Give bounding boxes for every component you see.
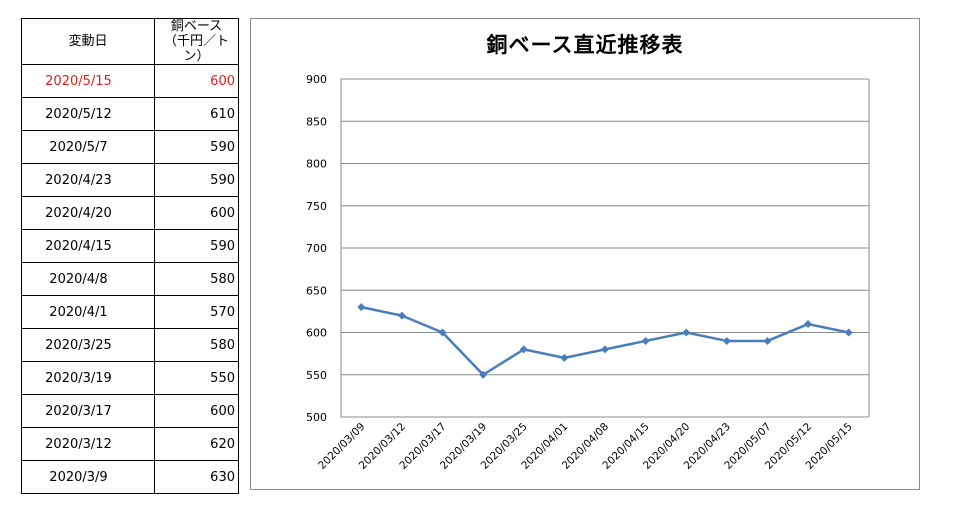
row-date: 2020/5/7	[21, 130, 155, 164]
data-point-marker	[763, 336, 772, 345]
data-point-marker	[438, 328, 447, 337]
chart-area: 銅ベース直近推移表 500 550 600 650 700 750 800 850 900 202…	[250, 18, 920, 490]
table-row: 2020/3/25 580	[21, 328, 239, 362]
header-copper-base-label: 銅ベース	[170, 19, 223, 34]
chart-title: 銅ベース直近推移表	[486, 33, 684, 57]
series-line	[361, 305, 849, 376]
row-price: 620	[154, 427, 239, 461]
row-date: 2020/4/23	[21, 163, 155, 197]
table-row: 2020/4/15 590	[21, 229, 239, 263]
table-row: 2020/3/12 620	[21, 427, 239, 461]
y-tick-label: 850	[306, 115, 327, 128]
row-price: 590	[154, 229, 239, 263]
row-price: 550	[154, 361, 239, 395]
row-date: 2020/4/15	[21, 229, 155, 263]
data-point-marker	[722, 336, 731, 345]
y-tick-label: 900	[306, 73, 327, 86]
row-date: 2020/3/25	[21, 328, 155, 362]
row-price: 590	[154, 130, 239, 164]
y-tick-label: 650	[306, 284, 327, 297]
table-row: 2020/5/15 600	[21, 64, 239, 98]
data-point-marker	[560, 353, 569, 362]
row-price: 600	[154, 64, 239, 98]
row-date: 2020/4/1	[21, 295, 155, 329]
data-point-marker	[357, 303, 366, 312]
row-price: 570	[154, 295, 239, 329]
row-price: 590	[154, 163, 239, 197]
header-change-date: 変動日	[21, 18, 155, 65]
y-tick-label: 550	[306, 369, 327, 382]
table-row: 2020/3/9 630	[21, 460, 239, 494]
copper-price-table: 変動日 銅ベース （千円／トン） 2020/5/15 600 2020/5/12 61…	[21, 18, 239, 494]
row-date: 2020/3/12	[21, 427, 155, 461]
row-date: 2020/3/19	[21, 361, 155, 395]
row-price: 600	[154, 196, 239, 230]
y-tick-label: 800	[306, 158, 327, 171]
row-date: 2020/5/15	[21, 64, 155, 98]
row-date: 2020/4/8	[21, 262, 155, 296]
header-copper-base: 銅ベース （千円／トン）	[154, 18, 239, 65]
table-row: 2020/4/1 570	[21, 295, 239, 329]
row-price: 610	[154, 97, 239, 131]
row-price: 580	[154, 328, 239, 362]
row-price: 630	[154, 460, 239, 494]
table-row: 2020/4/8 580	[21, 262, 239, 296]
row-date: 2020/4/20	[21, 196, 155, 230]
data-point-marker	[682, 328, 691, 337]
line-chart: 5005506006507007508008509002020/03/09202…	[306, 73, 870, 472]
row-price: 580	[154, 262, 239, 296]
table-row: 2020/5/12 610	[21, 97, 239, 131]
table-header-row: 変動日 銅ベース （千円／トン）	[21, 18, 239, 65]
data-point-marker	[519, 345, 528, 354]
table-row: 2020/5/7 590	[21, 130, 239, 164]
y-tick-label: 700	[306, 242, 327, 255]
data-point-marker	[397, 311, 406, 320]
row-date: 2020/5/12	[21, 97, 155, 131]
table-row: 2020/4/23 590	[21, 163, 239, 197]
row-price: 600	[154, 394, 239, 428]
row-date: 2020/3/17	[21, 394, 155, 428]
row-date: 2020/3/9	[21, 460, 155, 494]
y-tick-label: 600	[306, 327, 327, 340]
table-row: 2020/3/17 600	[21, 394, 239, 428]
data-point-marker	[479, 370, 488, 379]
header-unit-label: （千円／トン）	[163, 34, 229, 64]
table-row: 2020/3/19 550	[21, 361, 239, 395]
data-point-marker	[844, 328, 853, 337]
y-tick-label: 750	[306, 200, 327, 213]
data-point-marker	[641, 336, 650, 345]
table-row: 2020/4/20 600	[21, 196, 239, 230]
y-tick-label: 500	[306, 411, 327, 424]
data-point-marker	[601, 345, 609, 354]
data-point-marker	[804, 320, 813, 329]
